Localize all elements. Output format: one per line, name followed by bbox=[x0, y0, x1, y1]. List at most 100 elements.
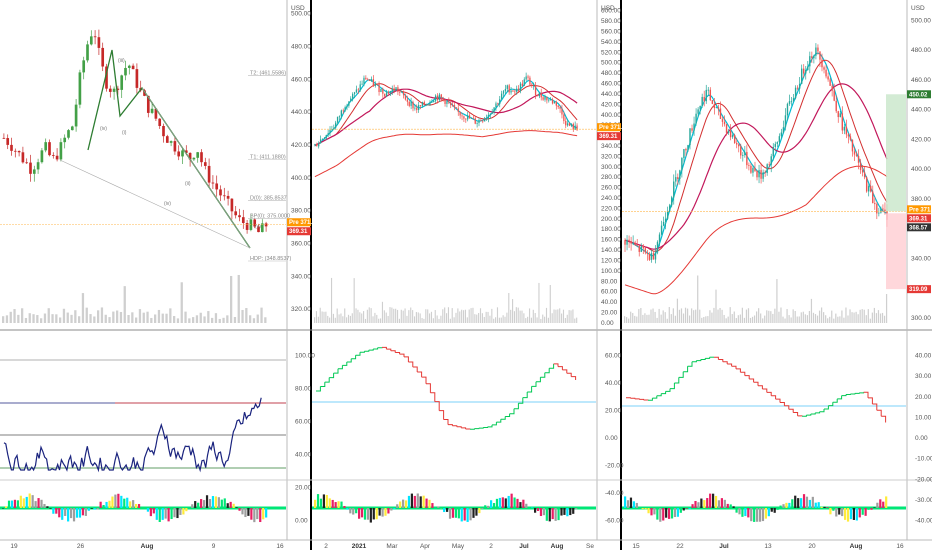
histogram-bar bbox=[381, 508, 384, 517]
oscillator-step bbox=[819, 409, 825, 413]
oscillator-step bbox=[496, 419, 502, 423]
candle-body bbox=[561, 108, 563, 115]
price-axis-tick: 280.00 bbox=[601, 174, 621, 181]
histogram-bar bbox=[25, 496, 28, 508]
candle-body bbox=[327, 133, 329, 136]
volume-bar bbox=[691, 308, 693, 323]
histogram-bar bbox=[469, 508, 472, 521]
volume-bar bbox=[568, 310, 570, 323]
histogram-bar bbox=[826, 507, 829, 508]
oscillator-step bbox=[788, 408, 794, 413]
candle-body bbox=[666, 210, 669, 219]
volume-bar bbox=[510, 309, 512, 323]
volume-bar bbox=[89, 314, 92, 323]
histogram-bar bbox=[882, 501, 885, 508]
candle-body bbox=[365, 77, 367, 80]
histogram-bar bbox=[346, 508, 349, 510]
volume-bar bbox=[252, 318, 256, 323]
candle-body bbox=[480, 120, 482, 122]
histogram-bar bbox=[794, 495, 797, 508]
histogram-bar bbox=[741, 508, 744, 517]
histogram-bar bbox=[179, 508, 182, 515]
histogram-bar bbox=[829, 508, 832, 515]
price-axis-tick: 20.00 bbox=[601, 309, 618, 316]
candle-body bbox=[363, 77, 365, 84]
volume-bar bbox=[660, 314, 662, 323]
histogram-bar bbox=[197, 502, 200, 508]
histogram-bar bbox=[75, 508, 79, 518]
candle-body bbox=[116, 88, 120, 90]
volume-bar bbox=[857, 314, 859, 323]
price-axis-tick: 240.00 bbox=[601, 195, 621, 202]
candle-body bbox=[192, 157, 196, 160]
candle-body bbox=[131, 65, 135, 70]
price-axis-tick: 220.00 bbox=[601, 205, 621, 212]
histogram-bar bbox=[58, 508, 61, 518]
volume-bar bbox=[9, 311, 12, 323]
candle-body bbox=[867, 186, 870, 192]
close-price-tag-text: 368.57 bbox=[909, 225, 928, 231]
volume-bar bbox=[108, 317, 111, 323]
oscillator-step bbox=[674, 377, 680, 384]
histogram-bar bbox=[214, 496, 217, 508]
volume-bar bbox=[711, 312, 713, 323]
histogram-bar bbox=[706, 498, 709, 508]
volume-bar bbox=[697, 275, 699, 323]
volume-bar bbox=[366, 309, 368, 323]
candle-body bbox=[465, 118, 467, 120]
volume-bar bbox=[737, 315, 739, 323]
histogram-bar bbox=[410, 493, 413, 508]
volume-bar bbox=[364, 318, 367, 323]
candle-body bbox=[780, 132, 783, 137]
candle-body bbox=[668, 205, 671, 211]
candle-body bbox=[512, 90, 514, 92]
volume-bar bbox=[419, 313, 421, 323]
candle-body bbox=[738, 144, 740, 147]
candle-body bbox=[82, 60, 86, 73]
candle-body bbox=[845, 126, 848, 135]
histogram-bar bbox=[732, 506, 735, 508]
volume-bar bbox=[361, 313, 363, 323]
histogram-bar bbox=[366, 508, 369, 520]
histogram-bar bbox=[782, 504, 785, 508]
volume-bar bbox=[574, 318, 576, 323]
candle-body bbox=[770, 156, 772, 165]
candle-body bbox=[626, 239, 628, 245]
candle-body bbox=[146, 95, 150, 113]
candle-body bbox=[483, 119, 486, 122]
time-axis-tick: Apr bbox=[420, 543, 431, 550]
volume-bar bbox=[662, 310, 664, 323]
histogram-bar bbox=[569, 508, 572, 516]
volume-bar bbox=[351, 313, 353, 323]
candle-body bbox=[450, 102, 452, 105]
candle-body bbox=[863, 172, 866, 178]
volume-bar bbox=[792, 309, 794, 323]
candle-body bbox=[697, 109, 699, 114]
candle-body bbox=[880, 208, 882, 213]
candle-body bbox=[253, 219, 257, 227]
histogram-bar bbox=[572, 508, 575, 514]
oscillator-step bbox=[766, 391, 772, 396]
volume-bar bbox=[85, 307, 88, 323]
volume-bar bbox=[346, 317, 348, 323]
histogram-bar bbox=[629, 497, 633, 508]
time-axis-tick: Aug bbox=[850, 543, 863, 550]
volume-bar bbox=[877, 310, 880, 323]
candle-body bbox=[837, 111, 839, 118]
candle-body bbox=[10, 144, 13, 151]
candle-body bbox=[264, 223, 268, 227]
long-position-target-zone bbox=[886, 94, 906, 212]
time-axis-tick: 9 bbox=[212, 543, 216, 550]
volume-bar bbox=[370, 308, 372, 323]
candle-body bbox=[671, 197, 673, 206]
volume-bar bbox=[774, 308, 776, 323]
volume-bar bbox=[413, 316, 416, 323]
candle-body bbox=[628, 239, 630, 242]
histogram-bar bbox=[170, 508, 173, 520]
histogram bbox=[0, 493, 906, 523]
histogram-bar bbox=[143, 508, 147, 509]
candle-body bbox=[786, 103, 789, 116]
price-axis-tick: 300.00 bbox=[601, 164, 621, 171]
oscillator-step bbox=[670, 383, 675, 390]
volume-bar bbox=[654, 311, 656, 323]
